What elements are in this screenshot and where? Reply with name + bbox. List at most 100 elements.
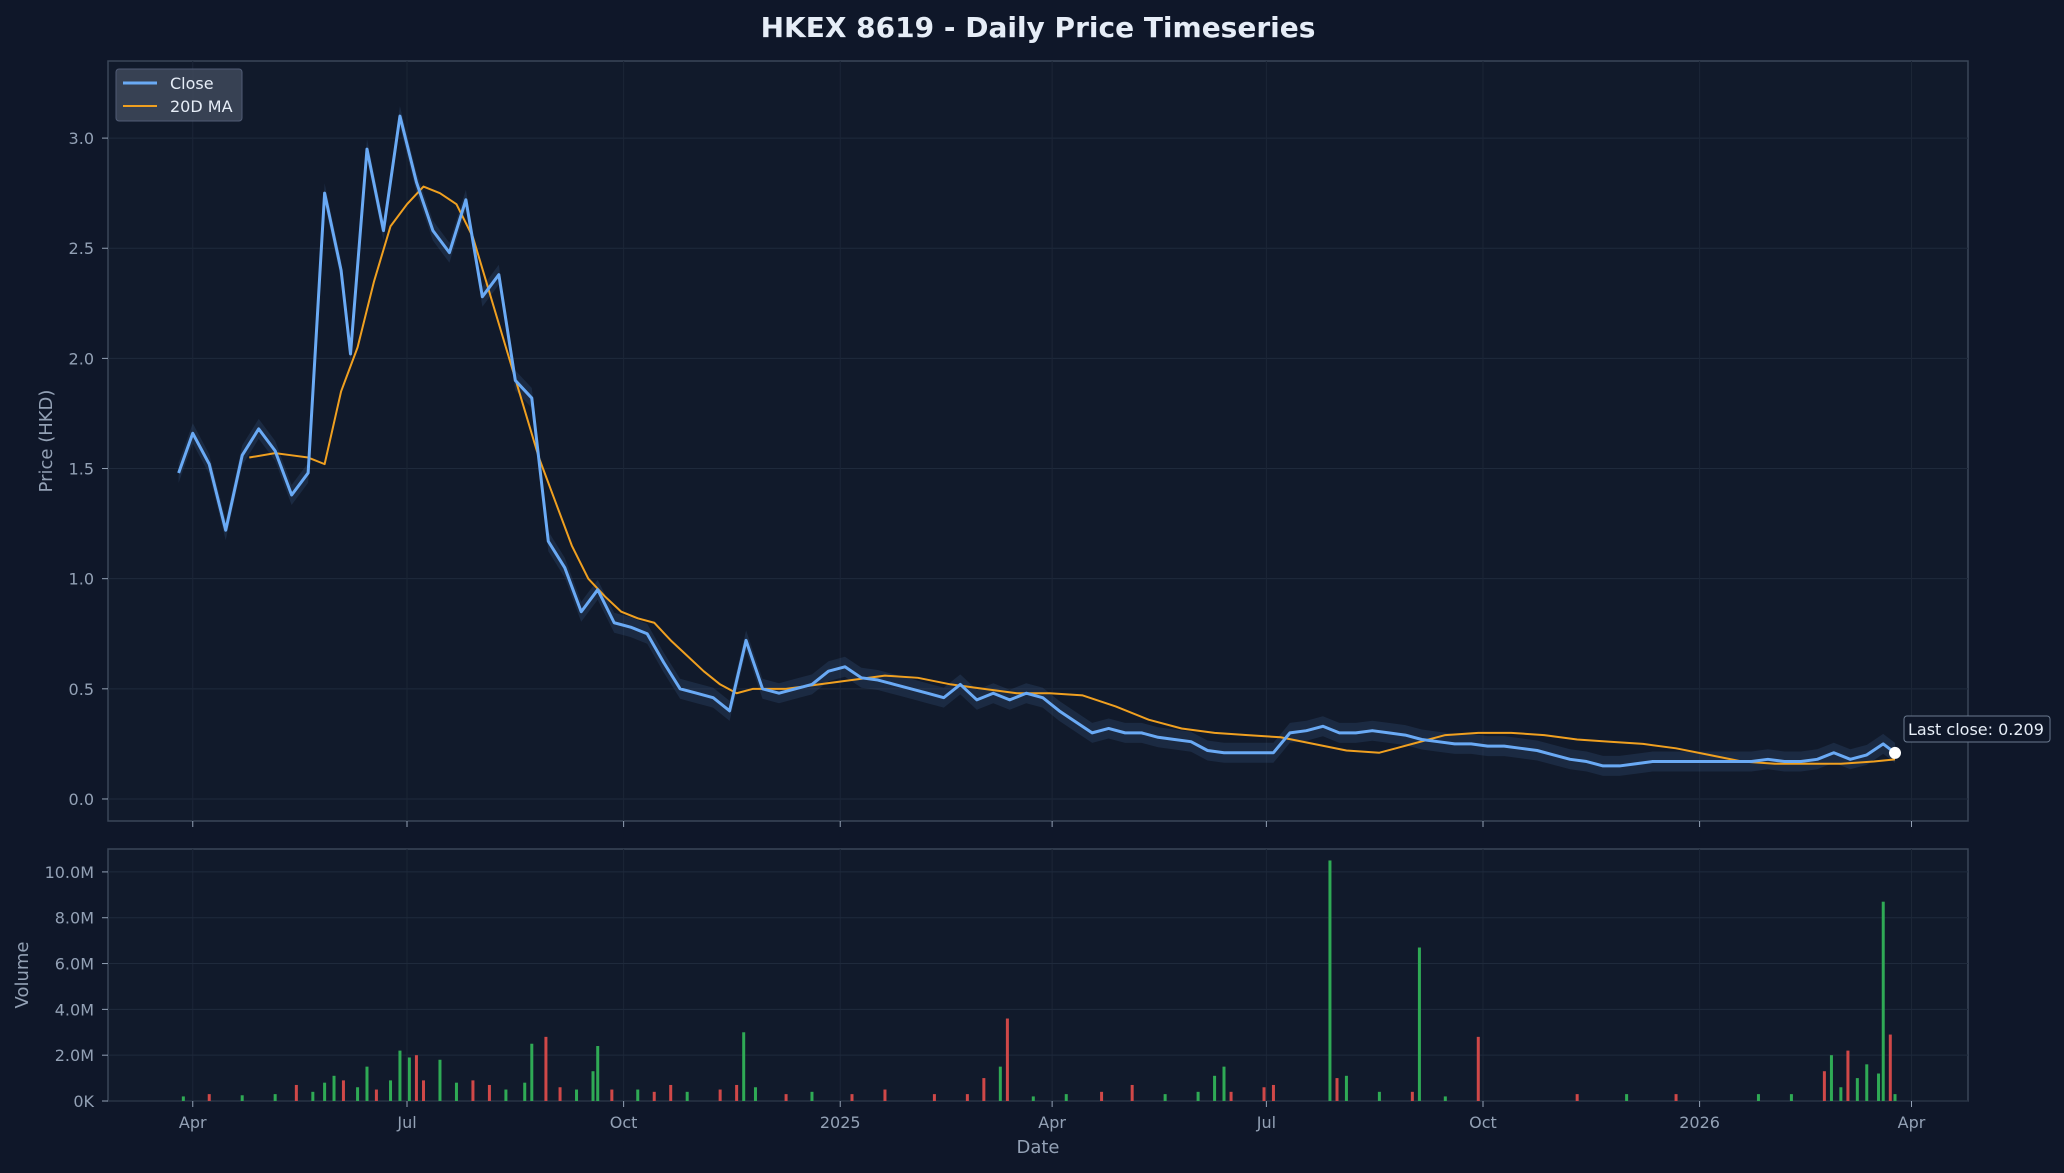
volume-y-ticks: 0K 2.0M 4.0M 6.0M 8.0M 10.0M bbox=[45, 863, 108, 1111]
x-tick-label: Apr bbox=[1038, 1113, 1066, 1132]
volume-bar bbox=[1443, 1096, 1447, 1101]
volume-bar bbox=[181, 1096, 185, 1101]
price-y-tick-label: 3.0 bbox=[69, 129, 94, 148]
volume-bar bbox=[523, 1082, 527, 1101]
volume-bar bbox=[636, 1089, 640, 1101]
volume-bar bbox=[753, 1087, 757, 1101]
volume-bar bbox=[311, 1091, 315, 1101]
volume-bar bbox=[1789, 1094, 1793, 1101]
volume-bar bbox=[407, 1057, 411, 1101]
price-y-tick-label: 2.0 bbox=[69, 349, 94, 368]
volume-bar bbox=[1410, 1091, 1414, 1101]
volume-bar bbox=[487, 1084, 491, 1101]
price-gridlines bbox=[108, 61, 1968, 821]
x-axis-ticks: Apr Jul Oct 2025 Apr Jul Oct 2026 Apr bbox=[179, 821, 1926, 1132]
volume-bar bbox=[742, 1032, 746, 1101]
volume-bar bbox=[932, 1094, 936, 1101]
volume-bar bbox=[1881, 901, 1885, 1101]
legend-close-label: Close bbox=[170, 74, 214, 93]
volume-bar bbox=[356, 1087, 360, 1101]
volume-bar bbox=[982, 1078, 986, 1101]
volume-bar bbox=[1163, 1094, 1167, 1101]
volume-bar bbox=[1829, 1055, 1833, 1101]
volume-bars bbox=[181, 860, 1897, 1101]
price-panel bbox=[107, 60, 1969, 822]
volume-y-tick-label: 8.0M bbox=[55, 909, 94, 928]
volume-bar bbox=[504, 1089, 508, 1101]
volume-bar bbox=[1377, 1091, 1381, 1101]
volume-bar bbox=[398, 1050, 402, 1101]
volume-bar bbox=[414, 1055, 418, 1101]
volume-y-axis-label: Volume bbox=[12, 942, 33, 1009]
volume-bar bbox=[1064, 1094, 1068, 1101]
volume-bar bbox=[273, 1094, 277, 1101]
volume-bar bbox=[1674, 1094, 1678, 1101]
ma-20d-line bbox=[249, 185, 1896, 765]
annotation-box bbox=[1903, 715, 2051, 743]
volume-bar bbox=[610, 1089, 614, 1101]
volume-bar bbox=[652, 1091, 656, 1101]
volume-panel bbox=[107, 848, 1969, 1102]
volume-bar bbox=[1756, 1094, 1760, 1101]
legend: Close 20D MA bbox=[115, 68, 243, 122]
x-tick-label: Oct bbox=[610, 1113, 638, 1132]
volume-bar bbox=[332, 1075, 336, 1101]
volume-bar bbox=[1100, 1091, 1104, 1101]
volume-bar bbox=[1328, 860, 1332, 1101]
x-tick-label: 2025 bbox=[820, 1113, 861, 1132]
price-y-axis-label: Price (HKD) bbox=[36, 390, 57, 493]
volume-bar bbox=[294, 1084, 298, 1101]
volume-bar bbox=[1846, 1050, 1850, 1101]
volume-bar bbox=[965, 1094, 969, 1101]
price-y-tick-label: 1.5 bbox=[69, 460, 94, 479]
volume-bar bbox=[810, 1091, 814, 1101]
volume-y-tick-label: 6.0M bbox=[55, 955, 94, 974]
x-axis-label: Date bbox=[1016, 1137, 1059, 1158]
price-y-tick-label: 0.5 bbox=[69, 680, 94, 699]
price-y-ticks: 0.0 0.5 1.0 1.5 2.0 2.5 3.0 bbox=[69, 129, 108, 809]
volume-y-tick-label: 0K bbox=[73, 1092, 94, 1111]
volume-bar bbox=[575, 1089, 579, 1101]
volume-bar bbox=[530, 1043, 534, 1101]
volume-bar bbox=[389, 1080, 393, 1101]
volume-bar bbox=[1877, 1073, 1881, 1101]
volume-bar bbox=[735, 1084, 739, 1101]
volume-bar bbox=[1222, 1066, 1226, 1101]
price-lines bbox=[177, 114, 1902, 768]
volume-bar bbox=[883, 1089, 887, 1101]
volume-bar bbox=[365, 1066, 369, 1101]
volume-bar bbox=[438, 1059, 442, 1101]
volume-bar bbox=[1865, 1064, 1869, 1101]
volume-gridlines bbox=[108, 849, 1968, 1102]
volume-bar bbox=[718, 1089, 722, 1101]
volume-bar bbox=[1031, 1096, 1035, 1101]
volume-bar bbox=[1625, 1094, 1629, 1101]
x-tick-label: Oct bbox=[1469, 1113, 1497, 1132]
volume-bar bbox=[596, 1046, 600, 1101]
volume-bar bbox=[1005, 1018, 1009, 1101]
volume-bar bbox=[1271, 1084, 1275, 1101]
volume-bar bbox=[374, 1089, 378, 1101]
volume-bar bbox=[421, 1080, 425, 1101]
volume-bar bbox=[240, 1095, 244, 1101]
volume-bar bbox=[1196, 1091, 1200, 1101]
volume-bar bbox=[1476, 1036, 1480, 1101]
close-price-line bbox=[177, 114, 1896, 768]
volume-bar bbox=[341, 1080, 345, 1101]
volume-y-tick-label: 2.0M bbox=[55, 1046, 94, 1065]
x-tick-label: Jul bbox=[1256, 1113, 1276, 1132]
volume-bar bbox=[685, 1091, 689, 1101]
x-tick-label: Jul bbox=[396, 1113, 416, 1132]
chart-title: HKEX 8619 - Daily Price Timeseries bbox=[761, 11, 1316, 44]
x-tick-label: Apr bbox=[179, 1113, 207, 1132]
volume-bar bbox=[544, 1036, 548, 1101]
volume-bar bbox=[1229, 1091, 1233, 1101]
volume-bar bbox=[1130, 1084, 1134, 1101]
price-y-tick-label: 0.0 bbox=[69, 790, 94, 809]
volume-bar bbox=[1417, 947, 1421, 1101]
volume-bar bbox=[1839, 1087, 1843, 1101]
volume-bar bbox=[998, 1066, 1002, 1101]
volume-bar bbox=[1335, 1078, 1339, 1101]
volume-bar bbox=[454, 1082, 458, 1101]
